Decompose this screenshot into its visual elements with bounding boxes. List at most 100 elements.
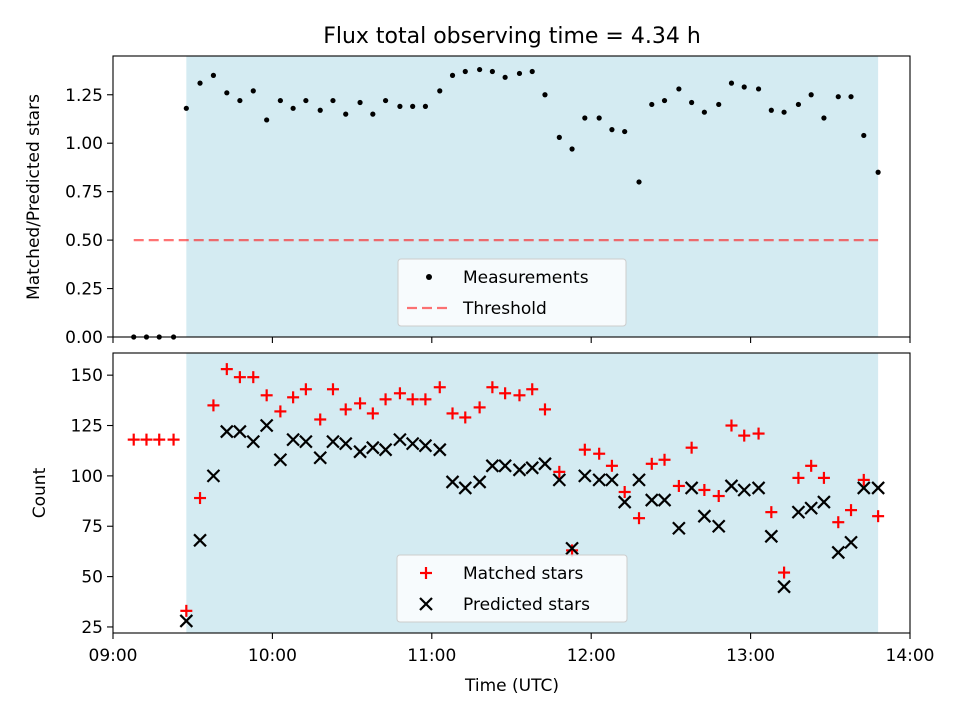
matched-star-point (832, 516, 845, 529)
legend-matched-label: Matched stars (463, 564, 583, 584)
measurement-point (848, 94, 854, 100)
predicted-star-point (259, 418, 274, 433)
predicted-star-point (592, 473, 606, 487)
measurement-point (437, 88, 443, 94)
measurement-point (277, 97, 283, 104)
ratio-y-axis: 0.00 0.25 0.50 0.75 1.00 1.25 (65, 86, 113, 348)
matched-star-point (645, 457, 658, 470)
predicted-star-point (856, 481, 871, 495)
matched-star-point (486, 381, 499, 394)
measurement-point (556, 134, 562, 140)
predicted-star-point (432, 442, 447, 457)
predicted-star-point (179, 614, 194, 628)
measurement-point (343, 111, 349, 117)
measurement-point (636, 179, 642, 185)
legend-measurements-label: Measurements (463, 268, 589, 288)
ratio-legend-box (397, 258, 627, 327)
matched-star-point (473, 401, 486, 414)
matched-star-point (845, 504, 858, 517)
matched-star-point (658, 453, 671, 466)
counts-x-tick-label: 10:00 (248, 646, 297, 666)
matched-star-point (274, 405, 287, 418)
matched-star-point (872, 510, 885, 523)
counts-y-tick-label: 125 (71, 417, 103, 437)
matched-star-point (153, 433, 166, 446)
measurement-point (676, 86, 682, 92)
predicted-star-point (512, 463, 527, 477)
measurement-point (529, 68, 535, 75)
ratio-x-ticks (112, 337, 911, 343)
predicted-star-point (405, 436, 420, 451)
predicted-star-point (233, 424, 247, 439)
measurement-point (795, 101, 802, 108)
predicted-star-point (684, 481, 699, 495)
measurement-point (661, 97, 668, 104)
predicted-star-point (418, 438, 433, 453)
predicted-star-point (338, 436, 353, 451)
ratio-legend: Measurements Threshold (397, 258, 627, 327)
predicted-star-point (578, 469, 592, 483)
matched-star-point (633, 512, 646, 525)
measurement-point (689, 99, 695, 106)
matched-star-point (685, 441, 698, 454)
matched-star-point (618, 485, 631, 498)
predicted-star-point (751, 481, 766, 495)
predicted-star-point (378, 442, 393, 457)
predicted-star-point (458, 481, 473, 495)
predicted-star-point (366, 440, 380, 455)
predicted-star-point (657, 493, 672, 507)
measurement-point (264, 117, 270, 123)
counts-x-tick-label: 11:00 (407, 646, 456, 666)
matched-star-point (393, 387, 406, 400)
counts-x-axis: 09:00 10:00 11:00 12:00 13:00 14:00 (89, 633, 935, 666)
matched-star-point (513, 389, 526, 402)
measurement-point (835, 94, 841, 100)
matched-star-point (459, 411, 472, 424)
matched-stars-points (127, 363, 885, 617)
matched-star-point (672, 479, 685, 492)
ratio-y-tick-label: 1.25 (65, 86, 103, 106)
measurement-point (370, 111, 376, 117)
matched-star-point (194, 492, 207, 505)
predicted-star-point (193, 533, 207, 548)
matched-star-point (140, 433, 153, 446)
matched-star-point (778, 566, 791, 579)
ratio-y-tick-label: 0.50 (65, 231, 103, 251)
matched-star-point (857, 473, 870, 486)
predicted-star-point (697, 509, 712, 523)
predicted-star-point (804, 501, 818, 515)
matched-star-point (593, 447, 606, 460)
predicted-star-point (326, 434, 340, 449)
measurement-point (569, 146, 575, 152)
measurement-point (755, 86, 762, 92)
measurement-point (489, 68, 495, 75)
measurement-point (582, 115, 588, 121)
matched-star-point (339, 403, 352, 416)
ratio-y-tick-label: 0.75 (65, 183, 103, 203)
predicted-star-point (632, 473, 646, 487)
counts-legend-box (396, 554, 628, 623)
matched-star-point (805, 459, 818, 472)
measurement-point (422, 103, 429, 109)
matched-star-point (180, 604, 193, 617)
matched-star-point (247, 371, 260, 384)
measurement-point (781, 109, 787, 115)
matched-star-point (366, 407, 379, 420)
counts-panel: 25 50 75 100 125 150 09:00 10:00 11:00 12:00 13:0… (30, 352, 935, 696)
matched-star-point (287, 391, 300, 404)
predicted-star-point (206, 469, 221, 483)
measurement-point (875, 169, 881, 175)
ratio-points (131, 66, 881, 340)
measurement-point (728, 80, 735, 86)
matched-star-point (299, 383, 312, 396)
ratio-y-tick-label: 0.25 (65, 280, 103, 300)
measurement-point (596, 115, 602, 121)
predicted-stars-points (179, 418, 885, 628)
measurement-point (330, 97, 336, 104)
measurement-point (462, 68, 468, 75)
matched-star-point (698, 483, 711, 496)
counts-y-label: Count (30, 467, 50, 518)
predicted-star-point (617, 495, 632, 509)
legend-threshold-label: Threshold (462, 299, 547, 319)
predicted-star-point (273, 452, 288, 467)
